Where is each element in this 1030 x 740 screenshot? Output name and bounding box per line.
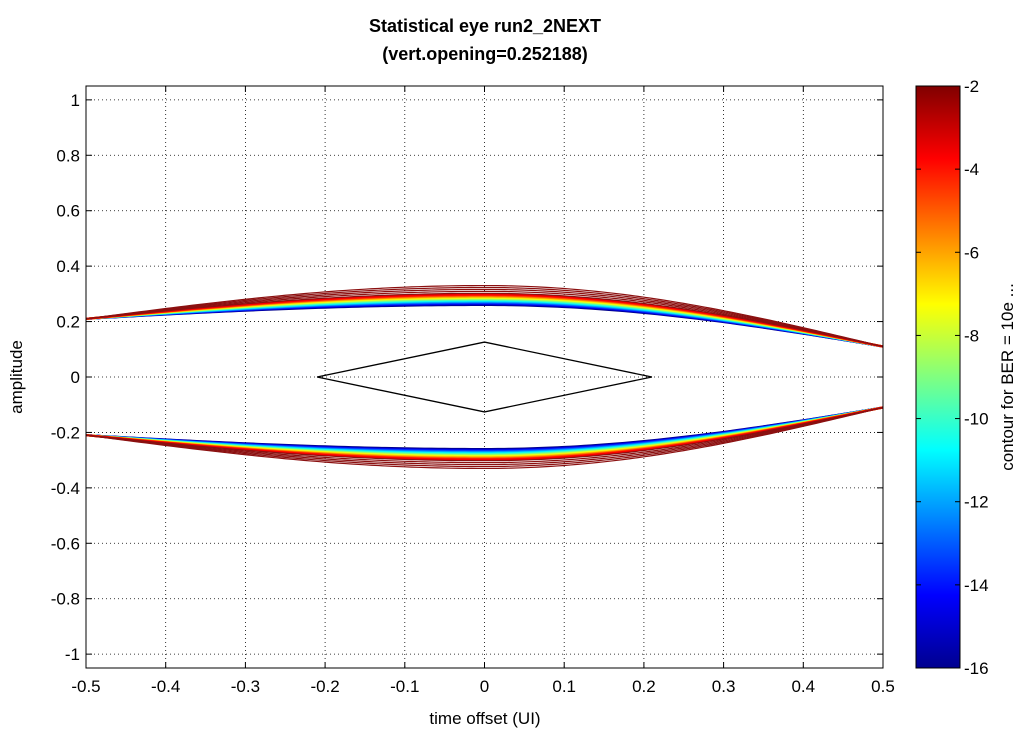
y-axis-label: amplitude [7, 340, 26, 414]
upper-outer-contour [86, 286, 883, 348]
x-tick-label: 0.5 [871, 677, 895, 696]
y-tick-label: 0.6 [56, 202, 80, 221]
y-tick-label: 0 [71, 368, 80, 387]
colorbar-tick-label: -16 [964, 659, 989, 678]
x-tick-label: 0.3 [712, 677, 736, 696]
y-axis-ticks: 1 0.8 0.6 0.4 0.2 0 -0.2 -0.4 -0.6 -0.8 -1 [51, 91, 883, 664]
y-tick-label: -0.4 [51, 479, 80, 498]
chart-subtitle: (vert.opening=0.252188) [382, 44, 588, 64]
y-tick-label: 0.4 [56, 257, 80, 276]
plot-area [86, 86, 883, 668]
lower-outer-contour [86, 406, 883, 462]
x-tick-label: -0.2 [310, 677, 339, 696]
x-tick-label: 0.4 [791, 677, 815, 696]
y-tick-label: 0.2 [56, 313, 80, 332]
colorbar-tick-label: -12 [964, 493, 989, 512]
y-tick-label: -0.2 [51, 423, 80, 442]
upper-outer-contour [86, 292, 883, 348]
upper-outer-contour [86, 284, 883, 348]
colorbar-tick-label: -14 [964, 576, 989, 595]
x-axis-ticks: -0.5 -0.4 -0.3 -0.2 -0.1 0 0.1 0.2 0.3 0.4 0.5 [71, 86, 895, 696]
upper-outer-contour [86, 290, 883, 348]
y-tick-label: -1 [65, 645, 80, 664]
y-tick-label: 0.8 [56, 146, 80, 165]
chart-title: Statistical eye run2_2NEXT [369, 16, 601, 36]
lower-outer-contour [86, 406, 883, 468]
x-tick-label: 0.1 [552, 677, 576, 696]
x-tick-label: -0.4 [151, 677, 180, 696]
upper-outer-contour [86, 288, 883, 348]
lower-outer-contour [86, 406, 883, 466]
colorbar [915, 85, 961, 669]
x-tick-label: -0.1 [390, 677, 419, 696]
colorbar-tick-label: -6 [964, 243, 979, 262]
colorbar-label: contour for BER = 10e ... [998, 283, 1017, 471]
colorbar-tick-label: -8 [964, 326, 979, 345]
y-tick-label: 1 [71, 91, 80, 110]
grid [86, 86, 883, 668]
eye-mask-diamond [316, 341, 653, 413]
x-tick-label: 0.2 [632, 677, 656, 696]
y-tick-label: -0.6 [51, 534, 80, 553]
colorbar-tick-label: -10 [964, 410, 989, 429]
colorbar-tick-label: -4 [964, 160, 979, 179]
x-tick-label: -0.3 [231, 677, 260, 696]
x-tick-label: 0 [480, 677, 489, 696]
lower-outer-contour [86, 406, 883, 470]
x-axis-label: time offset (UI) [429, 709, 540, 728]
y-tick-label: -0.8 [51, 590, 80, 609]
lower-outer-contour [86, 406, 883, 464]
x-tick-label: -0.5 [71, 677, 100, 696]
colorbar-ticks: -2 -4 -6 -8 -10 -12 -14 -16 [916, 77, 989, 678]
colorbar-tick-label: -2 [964, 77, 979, 96]
eye-contours [86, 284, 883, 470]
